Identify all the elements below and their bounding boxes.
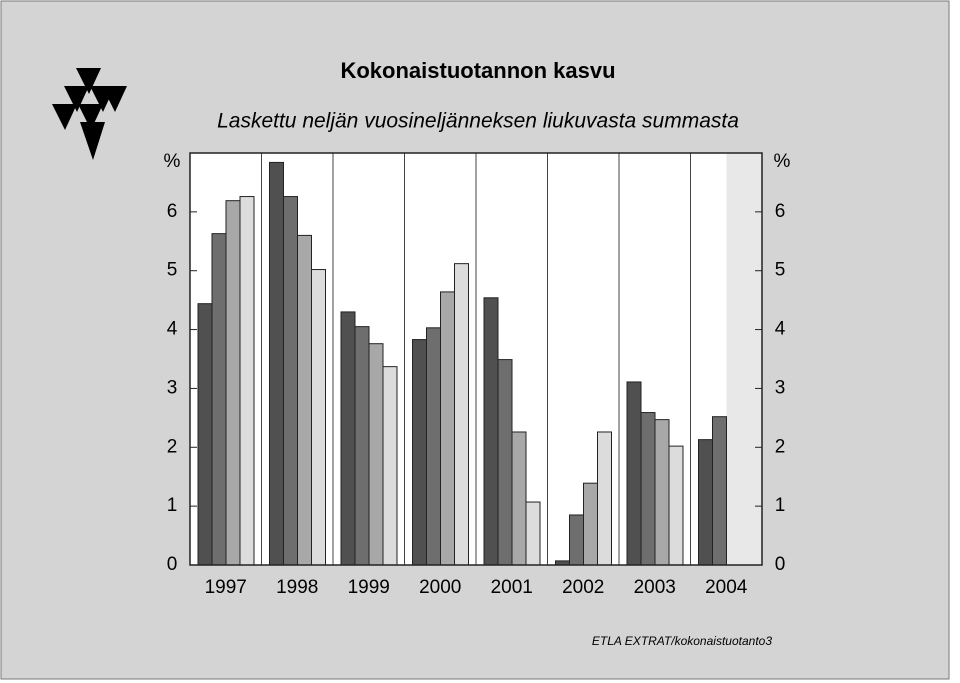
- bar: [225, 200, 241, 566]
- bar: [668, 445, 684, 566]
- bar: [654, 419, 670, 566]
- chart-subtitle: Laskettu neljän vuosineljänneksen liukuv…: [217, 110, 739, 133]
- bar: [454, 263, 469, 566]
- shaded-region: [726, 153, 762, 565]
- bar: [239, 196, 255, 566]
- bar: [297, 234, 312, 566]
- bar: [640, 412, 656, 566]
- y2-axis-label: %: [774, 151, 791, 172]
- x-tick-label: 1997: [205, 577, 247, 598]
- bar: [712, 416, 727, 566]
- x-tick-label: 2001: [491, 577, 533, 598]
- y2-tick-label: 1: [775, 495, 786, 516]
- y2-tick-label: 4: [775, 319, 786, 340]
- x-tick-label: 1998: [276, 577, 318, 598]
- y-axis-label: %: [164, 151, 181, 172]
- y-tick-label: 1: [167, 495, 178, 516]
- bar: [511, 431, 527, 566]
- bar: [569, 514, 584, 566]
- y-tick-label: 3: [167, 377, 178, 398]
- bar: [583, 482, 598, 566]
- y-tick-label: 5: [167, 260, 178, 281]
- bar: [368, 343, 384, 566]
- bar: [382, 366, 398, 566]
- bar: [340, 311, 356, 566]
- bar: [698, 439, 713, 566]
- bar: [412, 339, 427, 566]
- bar: [269, 161, 284, 566]
- y2-tick-label: 0: [775, 554, 786, 575]
- x-tick-label: 2000: [419, 577, 461, 598]
- bar: [483, 297, 499, 566]
- x-tick-label: 1999: [348, 577, 390, 598]
- source-note: ETLA EXTRAT/kokonaistuotanto3: [592, 634, 772, 648]
- x-tick-label: 2004: [705, 577, 748, 598]
- bar: [311, 269, 326, 566]
- bar: [626, 381, 642, 566]
- bar: [354, 326, 370, 566]
- y-tick-label: 0: [167, 554, 178, 575]
- bar: [426, 327, 441, 566]
- y-tick-label: 4: [167, 319, 178, 340]
- x-tick-label: 2002: [562, 577, 604, 598]
- plot-frame: [189, 152, 763, 566]
- y2-tick-label: 6: [775, 201, 786, 222]
- bar: [440, 291, 455, 566]
- bar: [597, 431, 612, 566]
- bar: [211, 233, 227, 566]
- bar: [197, 303, 213, 566]
- y2-tick-label: 3: [775, 377, 786, 398]
- chart-title: Kokonaistuotannon kasvu: [340, 58, 615, 83]
- y-tick-label: 2: [167, 436, 178, 457]
- x-tick-label: 2003: [634, 577, 676, 598]
- y2-tick-label: 2: [775, 436, 786, 457]
- bar: [497, 359, 513, 566]
- bar: [283, 196, 298, 566]
- y2-tick-label: 5: [775, 260, 786, 281]
- logo: [52, 68, 127, 160]
- bar: [525, 501, 541, 566]
- y-tick-label: 6: [167, 201, 178, 222]
